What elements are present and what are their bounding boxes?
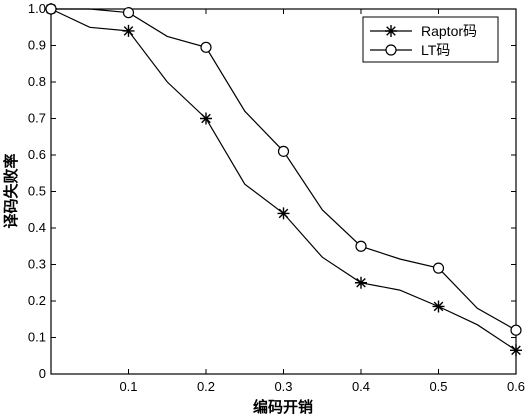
legend-marker-symbol (385, 44, 397, 56)
legend-box (362, 16, 499, 63)
y-tick-label: 0.1 (28, 330, 46, 345)
y-axis-label: 译码失败率 (2, 153, 20, 228)
x-tick-label: 0.2 (197, 379, 215, 394)
x-tick-label: 0.5 (429, 379, 447, 394)
legend-label-lt: LT码 (421, 42, 450, 58)
plot-frame (50, 8, 517, 375)
data-point-1 (277, 145, 290, 157)
legend-label-raptor: Raptor码 (421, 23, 477, 39)
y-tick-label: 0.2 (28, 293, 46, 308)
legend-marker-symbol (385, 25, 397, 37)
data-point-0 (432, 300, 445, 313)
x-axis-label: 编码开销 (253, 398, 313, 416)
data-point-0 (510, 344, 522, 357)
x-tick-label: 0.3 (274, 379, 292, 394)
data-point-0 (355, 276, 367, 289)
data-point-1 (45, 3, 57, 15)
data-point-0 (200, 112, 212, 125)
data-point-0 (277, 207, 290, 220)
y-tick-label: 0.7 (28, 111, 46, 126)
data-point-1 (200, 41, 212, 53)
legend-marker-lt (385, 44, 397, 56)
x-tick-label: 0.1 (119, 379, 137, 394)
y-tick-label: 0.3 (28, 257, 46, 272)
y-tick-label: 0.4 (28, 220, 46, 235)
y-tick-label: 0 (39, 366, 46, 381)
y-tick-label: 0.8 (28, 74, 46, 89)
x-tick-label: 0.6 (507, 379, 525, 394)
legend: Raptor码 LT码 (362, 16, 499, 63)
y-tick-label: 0.5 (28, 184, 46, 199)
y-tick-label: 1.0 (28, 1, 46, 16)
data-point-1 (355, 240, 367, 252)
data-point-1 (432, 262, 445, 274)
data-point-1 (510, 324, 522, 336)
x-tick-label: 0.4 (352, 379, 370, 394)
legend-marker-raptor (385, 25, 397, 37)
y-tick-label: 0.9 (28, 38, 46, 53)
y-tick-label: 0.6 (28, 147, 46, 162)
series-group (45, 3, 522, 357)
data-point-1 (122, 7, 135, 19)
data-point-0 (122, 24, 135, 37)
axis-ticks: 0 0.1 0.2 0.3 0.4 0.5 0.6 0.7 0.8 0.9 1.0 0.1 0.2 0.3… (28, 1, 525, 394)
